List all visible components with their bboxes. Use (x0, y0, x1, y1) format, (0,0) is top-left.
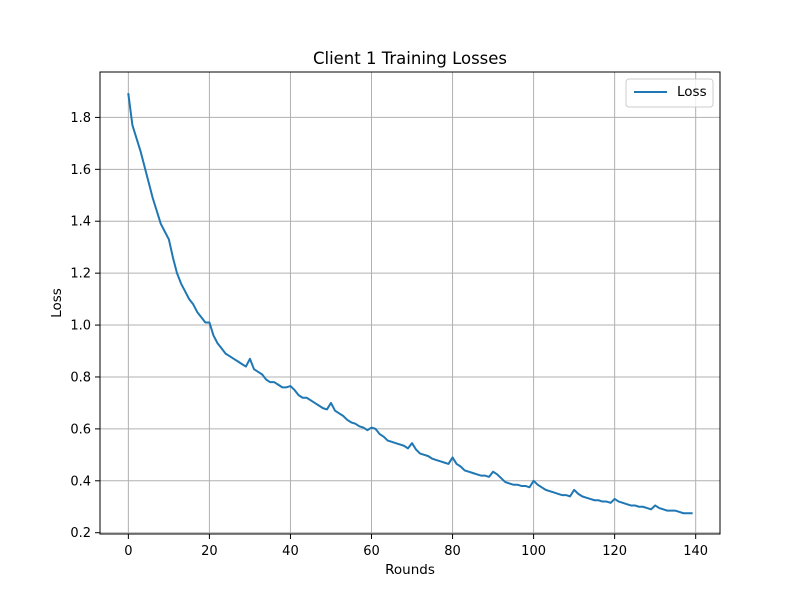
y-axis-ticks: 0.2 0.4 0.6 0.8 1.0 1.2 1.4 1.6 1.8 (70, 111, 100, 541)
y-tick-label-2: 0.6 (70, 422, 91, 437)
plot-frame (99, 71, 721, 535)
y-tick-label-6: 1.4 (70, 215, 91, 230)
plot-area: 0 20 40 60 80 100 120 140 0.2 0.4 0.6 0.8 1.0 1.2 1.4… (70, 71, 721, 559)
x-tick-label-7: 140 (683, 544, 708, 559)
x-tick-label-6: 120 (602, 544, 627, 559)
x-tick-label-0: 0 (124, 544, 132, 559)
plot-background (100, 72, 720, 534)
x-tick-label-4: 80 (444, 544, 461, 559)
y-tick-label-0: 0.2 (70, 526, 91, 541)
y-tick-label-8: 1.8 (70, 111, 91, 126)
y-tick-label-3: 0.8 (70, 370, 91, 385)
grid (100, 72, 720, 534)
y-tick-label-7: 1.6 (70, 163, 91, 178)
y-tick-label-5: 1.2 (70, 267, 91, 282)
x-tick-label-5: 100 (521, 544, 546, 559)
series-line-0 (127, 92, 693, 515)
chart-title: Client 1 Training Losses (313, 49, 507, 68)
y-tick-label-1: 0.4 (70, 474, 91, 489)
x-tick-label-1: 20 (201, 544, 218, 559)
x-axis-label: Rounds (385, 562, 435, 578)
legend-label-loss: Loss (677, 84, 707, 100)
legend-box (625, 78, 714, 108)
legend: Loss (625, 78, 714, 108)
x-axis-ticks: 0 20 40 60 80 100 120 140 (124, 534, 708, 559)
y-axis-label: Loss (49, 288, 65, 318)
x-tick-label-2: 40 (282, 544, 299, 559)
x-tick-label-3: 60 (363, 544, 380, 559)
series-layer (127, 92, 693, 515)
y-tick-label-4: 1.0 (70, 319, 91, 334)
